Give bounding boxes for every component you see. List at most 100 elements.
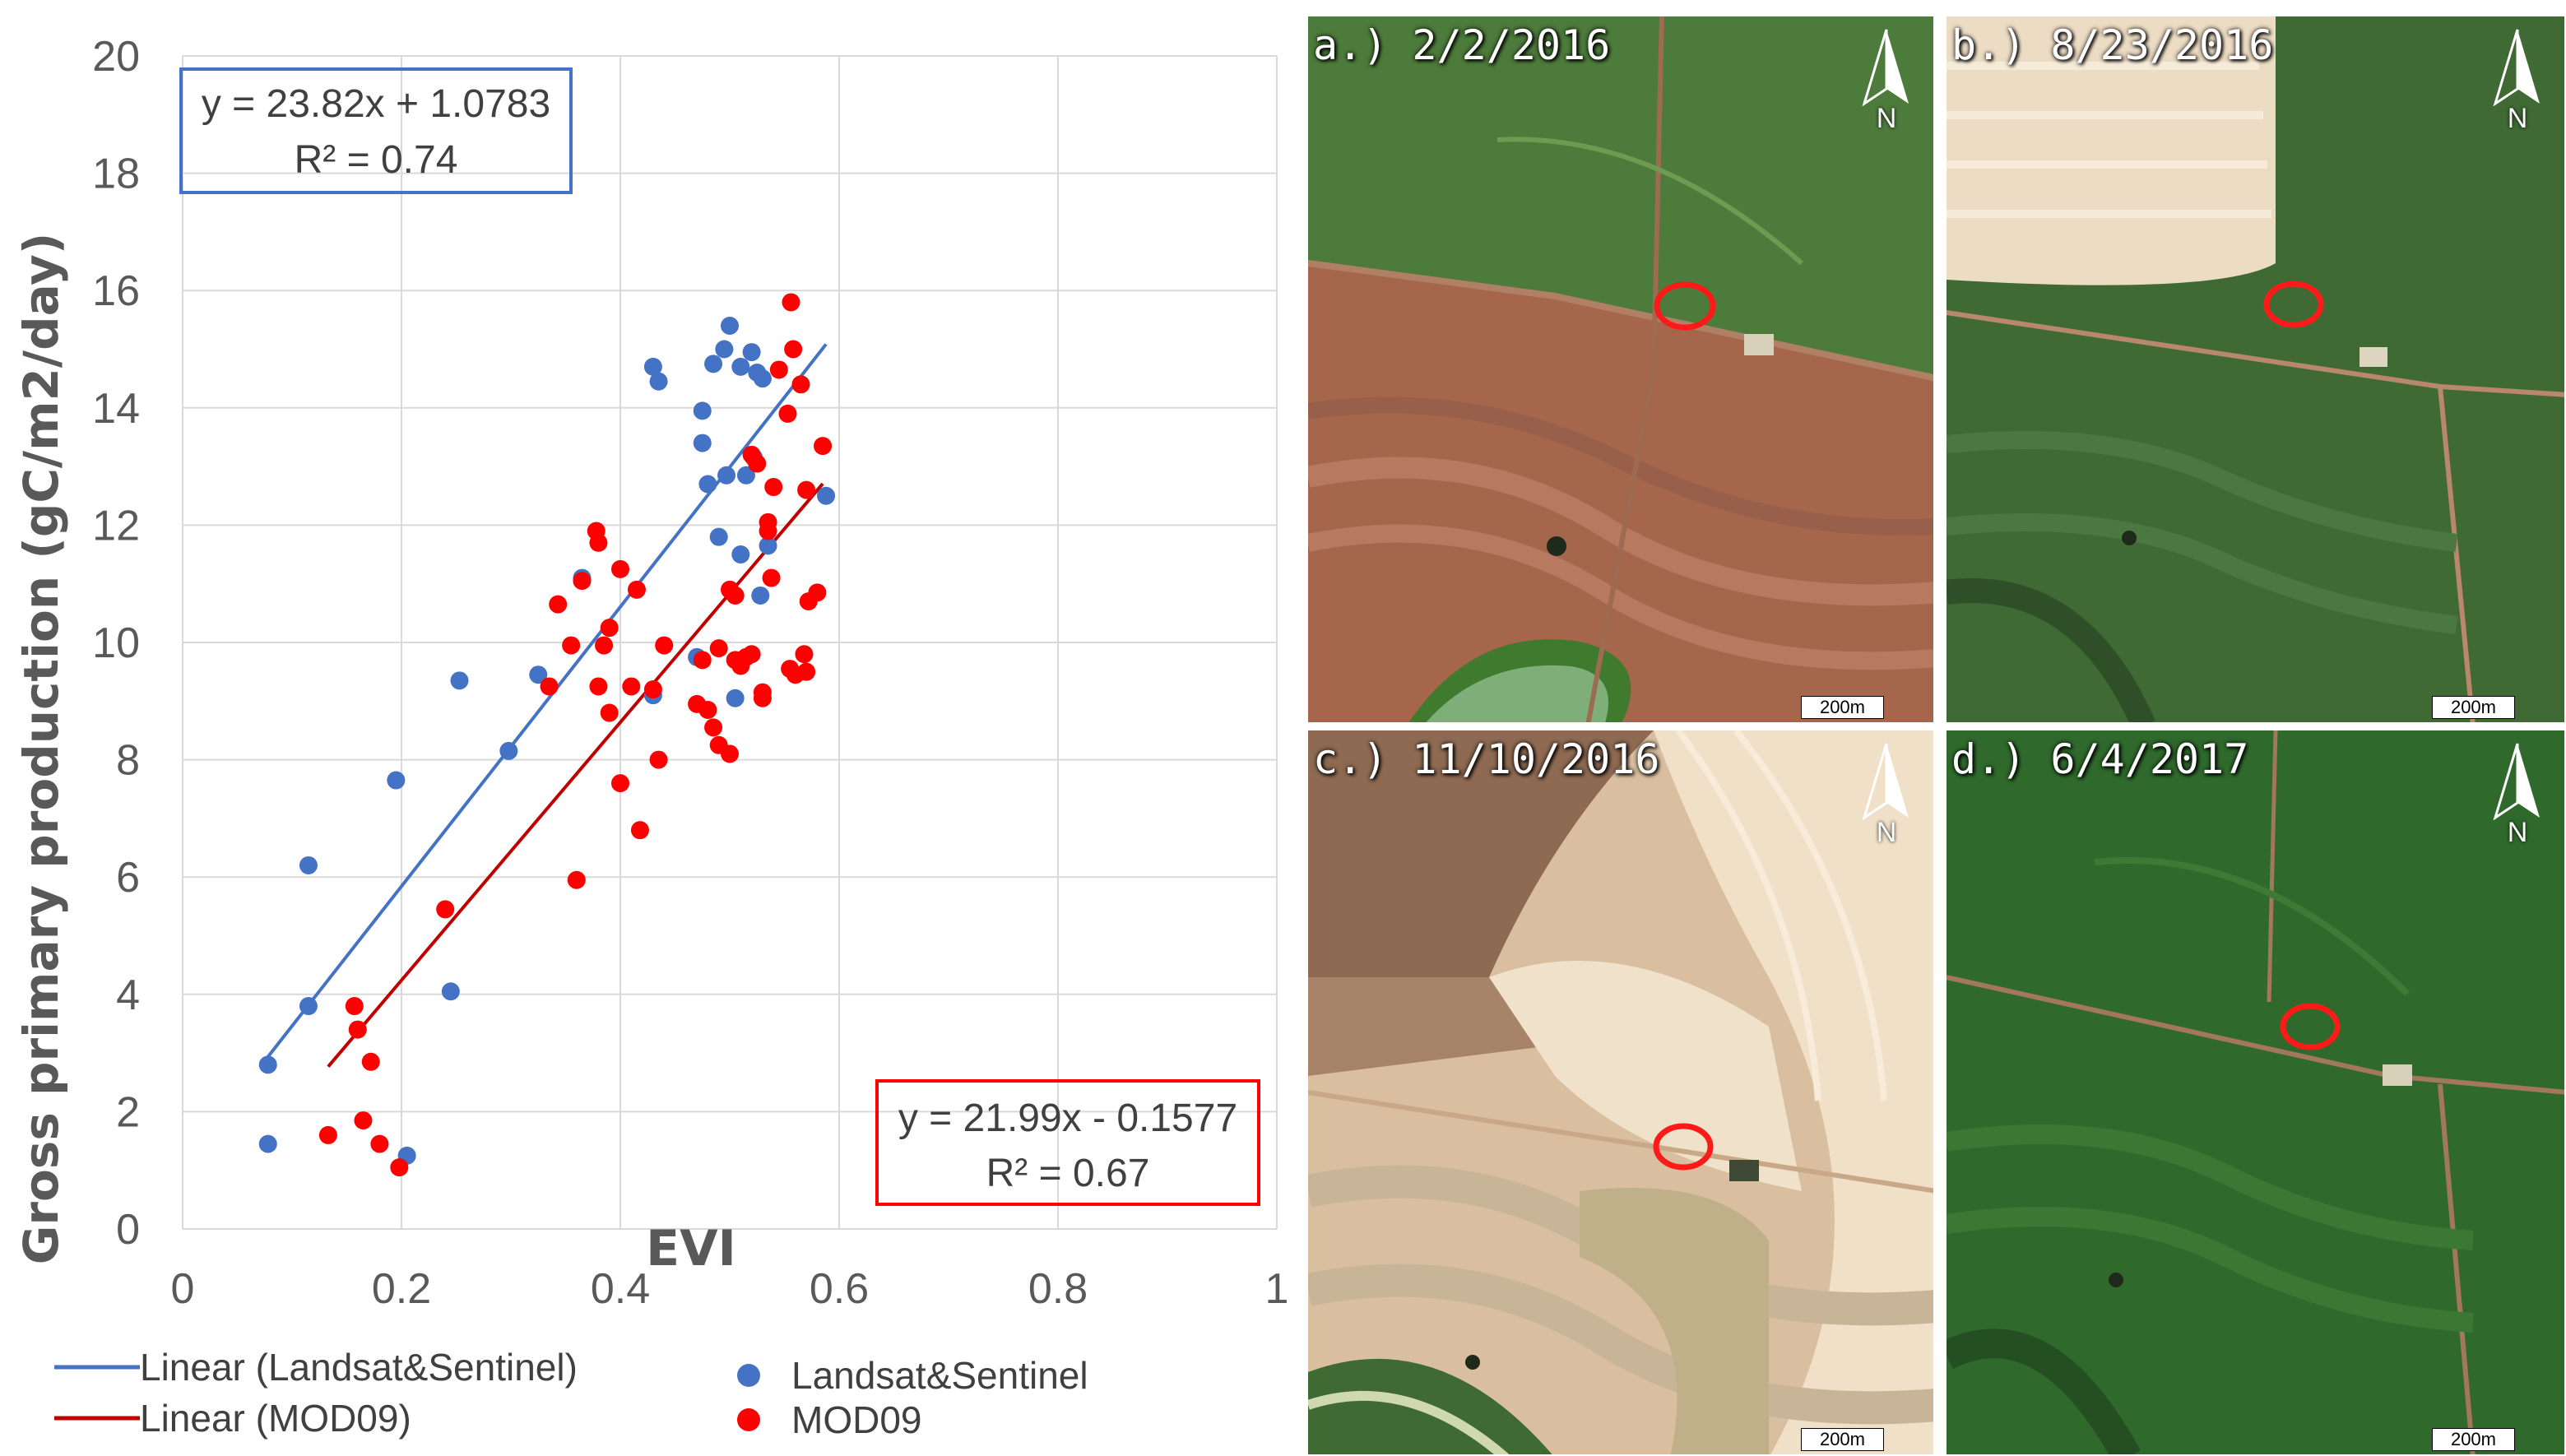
x-tick-label: 0 [171,1265,195,1313]
satellite-image-d [1947,730,2564,1454]
point-mod09 [753,689,772,707]
point-mod09 [693,651,712,670]
point-mod09 [370,1134,389,1153]
point-landsat [753,369,772,388]
point-mod09 [721,744,739,763]
scale-bar: 200m [1800,696,1884,719]
point-landsat [693,434,712,452]
y-tick-label: 14 [92,385,140,433]
series-landsat [258,316,836,1165]
point-mod09 [649,750,668,769]
y-tick-label: 4 [116,971,140,1019]
point-mod09 [540,677,559,696]
point-mod09 [562,636,581,655]
point-landsat [721,316,739,335]
satellite-image-a [1308,16,1933,722]
point-landsat [693,401,712,420]
point-mod09 [795,645,814,664]
panel-b-date-label: b.) 8/23/2016 [1951,21,2274,69]
panel-a-date-label: a.) 2/2/2016 [1313,21,1611,69]
y-axis-label: Gross primary production (gC/m2/day) [13,233,69,1265]
legend-label-linear-mod09: Linear (MOD09) [140,1397,411,1440]
point-mod09 [348,1020,367,1039]
north-arrow-icon: N [1858,742,1915,849]
north-arrow-icon: N [2489,28,2546,135]
point-landsat [704,355,723,373]
point-landsat [817,486,836,505]
x-tick-label: 0.4 [591,1265,650,1313]
point-mod09 [630,821,649,840]
trendline-mod09 [327,482,824,1069]
equation-landsat: y = 23.82x + 1.0783 [202,82,550,126]
point-mod09 [762,568,781,587]
point-landsat [529,665,548,684]
y-tick-label: 12 [92,502,140,549]
point-mod09 [759,512,777,531]
point-landsat [736,466,755,485]
series-mod09 [318,293,833,1177]
point-mod09 [655,636,674,655]
y-tick-label: 6 [116,854,140,902]
point-mod09 [797,480,816,499]
scatter-chart: 0 0.2 0.4 0.6 0.8 1 0 2 4 6 8 10 12 14 16 18 20 Gross p… [13,33,1289,1441]
point-mod09 [361,1052,380,1071]
point-mod09 [814,437,833,456]
trendline-landsat [267,343,828,1058]
point-mod09 [390,1158,409,1177]
point-mod09 [748,454,767,473]
point-mod09 [769,360,788,379]
point-landsat [299,997,318,1016]
y-tick-label: 0 [116,1206,140,1254]
point-mod09 [354,1111,373,1130]
scale-bar: 200m [2431,1428,2515,1451]
point-mod09 [589,677,608,696]
r2-mod09: R² = 0.67 [986,1152,1150,1195]
equation-box-mod09 [875,1079,1260,1206]
legend-marker-landsat [737,1364,760,1387]
satellite-panel-c: c.) 11/10/2016 N 200m [1306,729,1935,1456]
legend-marker-mod09 [737,1408,760,1431]
point-mod09 [345,997,364,1016]
satellite-panel-b: b.) 8/23/2016 N 200m [1945,15,2566,724]
point-landsat [731,357,750,376]
y-tick-label: 18 [92,151,140,198]
y-tick-labels: 0 2 4 6 8 10 12 14 16 18 20 [92,33,140,1254]
satellite-image-b [1947,16,2564,722]
x-tick-labels: 0 0.2 0.4 0.6 0.8 1 [171,1265,1289,1313]
north-arrow-icon: N [2489,742,2546,849]
point-mod09 [791,375,810,394]
point-mod09 [622,677,641,696]
legend-label-mod09: MOD09 [791,1398,921,1441]
legend: Linear (Landsat&Sentinel) Linear (MOD09)… [54,1346,1088,1441]
point-landsat [715,340,734,359]
x-axis-label: EVI [646,1220,736,1277]
point-mod09 [611,774,629,793]
point-mod09 [784,340,803,359]
point-landsat [709,527,728,546]
point-landsat [499,741,518,760]
point-mod09 [643,680,662,699]
point-landsat [717,466,736,485]
y-tick-label: 20 [92,33,140,81]
point-mod09 [704,718,723,737]
point-landsat [731,545,750,564]
point-mod09 [573,572,592,591]
point-mod09 [436,900,455,919]
legend-label-landsat: Landsat&Sentinel [791,1354,1088,1397]
x-tick-label: 1 [1265,1265,1289,1313]
point-landsat [751,586,770,605]
satellite-panel-a: a.) 2/2/2016 N 200m [1306,15,1935,724]
point-landsat [759,536,777,555]
point-mod09 [595,636,614,655]
panel-c-date-label: c.) 11/10/2016 [1313,735,1660,783]
y-tick-label: 2 [116,1088,140,1136]
point-landsat [441,982,460,1001]
data-points [258,293,836,1177]
satellite-image-c [1308,730,1933,1454]
point-landsat [698,475,717,494]
r2-landsat: R² = 0.74 [295,138,458,182]
point-mod09 [318,1125,337,1144]
y-tick-label: 10 [92,619,140,667]
legend-label-linear-landsat: Linear (Landsat&Sentinel) [140,1346,578,1389]
equation-box-landsat [179,67,573,194]
